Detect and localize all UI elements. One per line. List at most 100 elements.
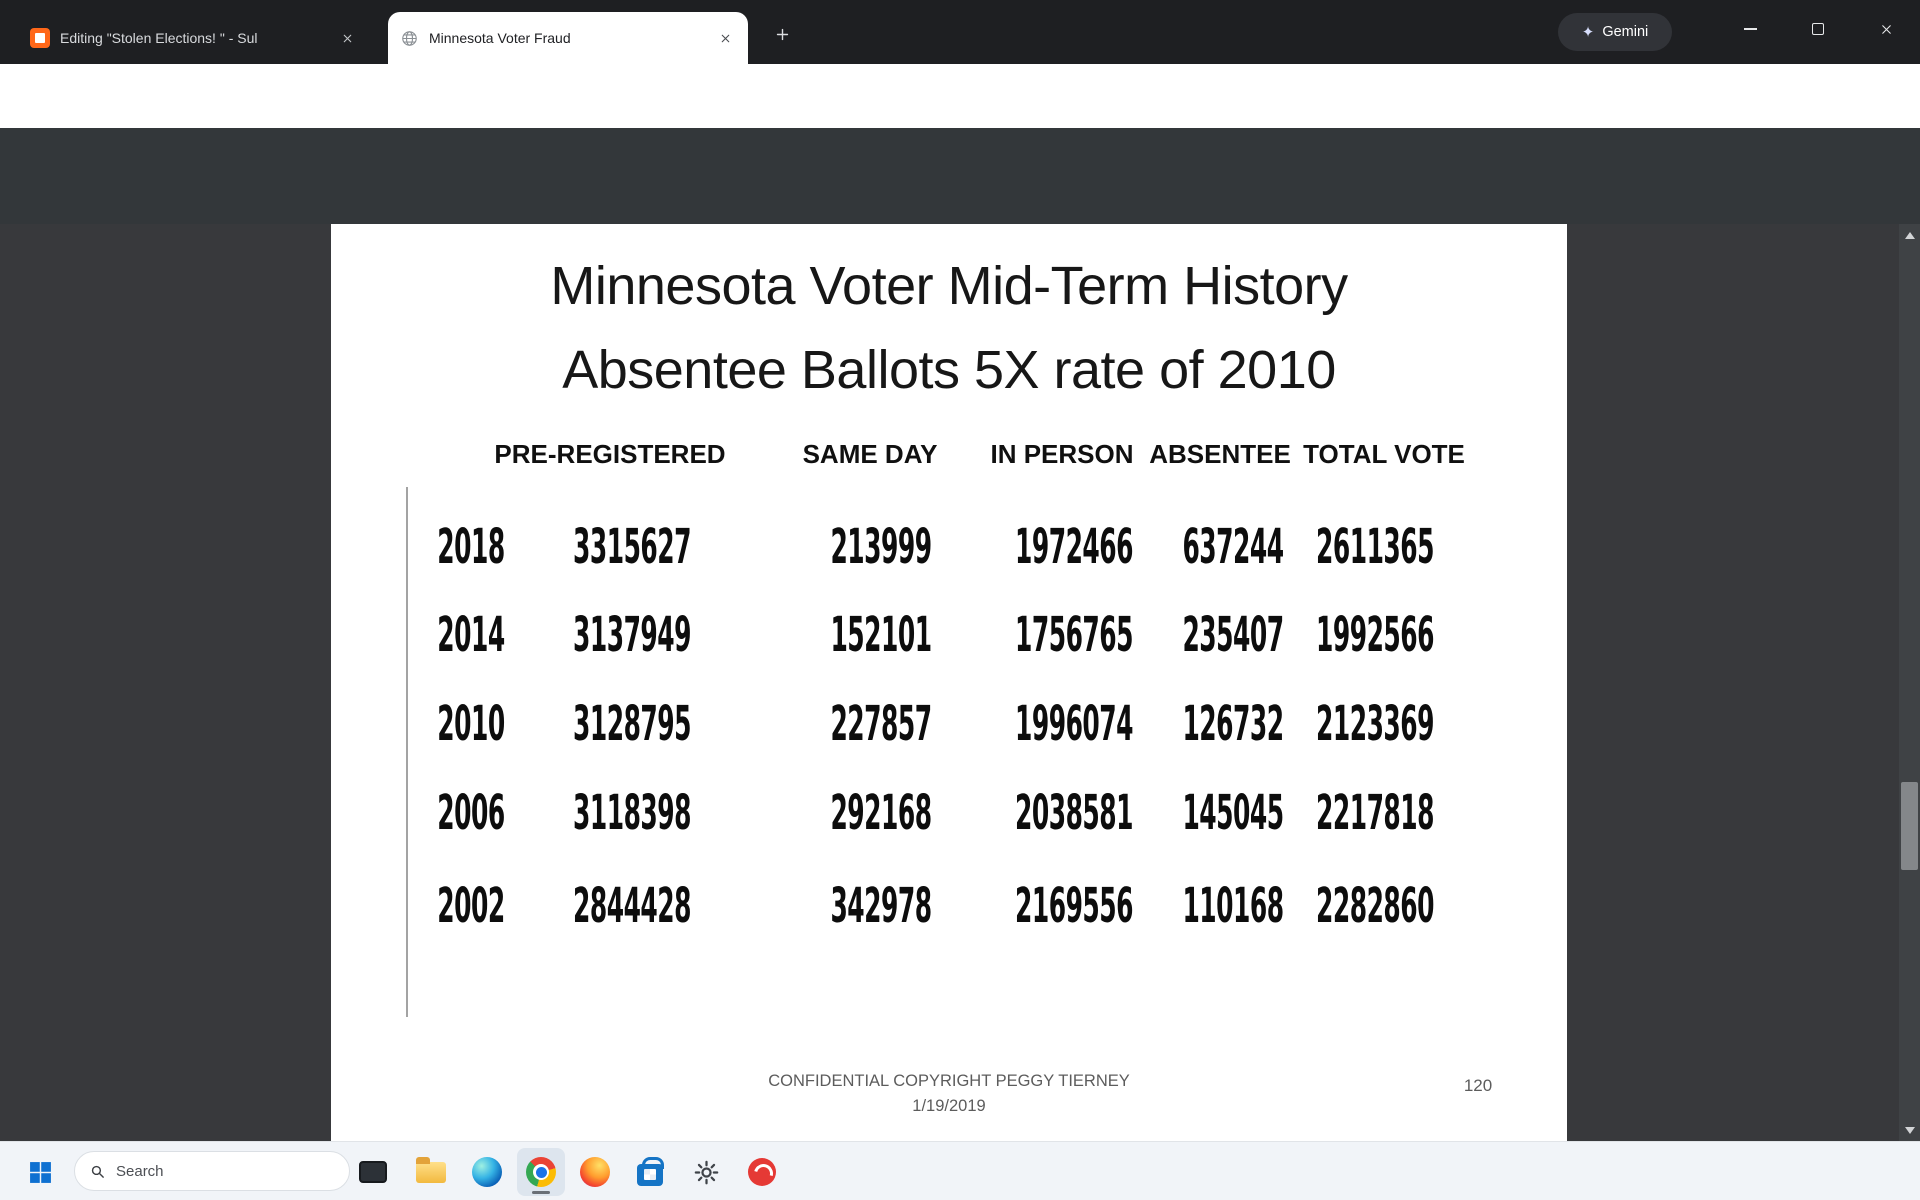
scrollbar[interactable] [1899,224,1920,1141]
column-header: ABSENTEE [1149,439,1291,469]
taskbar-app-firefox[interactable] [571,1148,619,1196]
value-cell: 1756765 [1015,607,1133,663]
scroll-down-button[interactable] [1899,1119,1920,1141]
value-cell: 2123369 [1316,696,1434,752]
tab-title: Minnesota Voter Fraud [429,30,571,46]
value-cell: 1972466 [1015,519,1133,575]
scrollbar-thumb[interactable] [1901,782,1918,870]
year-cell: 2002 [437,878,505,934]
maximize-icon [1812,23,1824,35]
close-icon [1881,24,1891,34]
firefox-icon [580,1157,610,1187]
window-close-button[interactable] [1852,0,1920,58]
value-cell: 2169556 [1015,878,1133,934]
value-cell: 2844428 [573,878,691,934]
window-maximize-button[interactable] [1784,0,1852,58]
value-cell: 145045 [1182,785,1284,841]
plus-icon [776,28,788,40]
tab-close-button[interactable] [336,27,358,49]
window-minimize-button[interactable] [1716,0,1784,58]
close-icon [343,34,351,42]
value-cell: 213999 [830,519,932,575]
new-tab-button[interactable] [768,20,796,48]
column-header: TOTAL VOTE [1303,439,1465,469]
windows-logo-icon [29,1161,51,1183]
minimize-icon [1743,28,1757,30]
close-icon [721,34,729,42]
table-left-rule [406,487,408,1017]
value-cell: 342978 [830,878,932,934]
footer-date: 1/19/2019 [912,1097,986,1115]
column-header: SAME DAY [802,439,938,469]
scroll-up-button[interactable] [1899,224,1920,246]
gemini-label: Gemini [1602,24,1649,40]
value-cell: 2217818 [1316,785,1434,841]
value-cell: 227857 [830,696,932,752]
document-title-line1: Minnesota Voter Mid-Term History [550,256,1348,316]
value-cell: 3315627 [573,519,691,575]
value-cell: 1992566 [1316,607,1434,663]
year-cell: 2006 [437,785,505,841]
edge-icon [472,1157,502,1187]
column-header: PRE-REGISTERED [494,439,726,469]
table-row: 2018 3315627 213999 1972466 637244 26113… [331,517,1567,577]
value-cell: 292168 [830,785,932,841]
taskbar-app-store[interactable] [626,1148,674,1196]
value-cell: 3118398 [573,785,691,841]
value-cell: 152101 [830,607,932,663]
year-cell: 2014 [437,607,505,663]
document-title-line2: Absentee Ballots 5X rate of 2010 [562,340,1336,400]
value-cell: 637244 [1182,519,1284,575]
substack-favicon [30,28,50,48]
red-app-icon [748,1158,776,1186]
footer-copyright: CONFIDENTIAL COPYRIGHT PEGGY TIERNEY [768,1072,1130,1090]
value-cell: 110168 [1182,878,1284,934]
tab-close-button[interactable] [714,27,736,49]
tab-stolen-elections[interactable]: Editing "Stolen Elections! " - Sul [18,12,370,64]
year-cell: 2010 [437,696,505,752]
taskbar-app-settings[interactable] [682,1148,730,1196]
start-button[interactable] [16,1148,64,1196]
globe-favicon [402,30,417,46]
sparkle-icon: ✦ [1581,24,1595,41]
tab-minnesota-voter-fraud[interactable]: Minnesota Voter Fraud [388,12,748,64]
tab-title: Editing "Stolen Elections! " - Sul [60,30,258,46]
search-icon [91,1165,104,1178]
value-cell: 2038581 [1015,785,1133,841]
table-row: 2010 3128795 227857 1996074 126732 21233… [331,694,1567,754]
value-cell: 2611365 [1316,519,1434,575]
value-cell: 2282860 [1316,878,1434,934]
folder-icon [416,1156,446,1183]
chrome-icon [526,1157,556,1187]
pdf-page: Minnesota Voter Mid-Term History Absente… [331,224,1567,1141]
table-row: 2006 3118398 292168 2038581 145045 22178… [331,783,1567,843]
triangle-down-icon [1904,1126,1915,1134]
value-cell: 1996074 [1015,696,1133,752]
taskbar-app-dark-window[interactable] [349,1148,397,1196]
table-row: 2002 2844428 342978 2169556 110168 22828… [331,876,1567,936]
taskbar-app-chrome[interactable] [517,1148,565,1196]
taskbar: Search 7°F Mostly clear 3:48 PM 1/2/2026 [0,1141,1920,1200]
triangle-up-icon [1904,231,1915,239]
pdf-toolbar: Minnesota Voter Fraud 118 / 182 82% [0,128,1920,323]
year-cell: 2018 [437,519,505,575]
value-cell: 3128795 [573,696,691,752]
value-cell: 3137949 [573,607,691,663]
taskbar-search-box[interactable]: Search [74,1151,350,1191]
taskbar-app-edge[interactable] [463,1148,511,1196]
pdf-viewport: Minnesota Voter Mid-Term History Absente… [0,224,1920,1141]
value-cell: 235407 [1182,607,1284,663]
taskbar-app-file-explorer[interactable] [407,1148,455,1196]
gear-icon [694,1160,718,1184]
table-row: 2014 3137949 152101 1756765 235407 19925… [331,605,1567,665]
address-bar: File C:/Users/User/Downloads/VoterFraudS… [0,64,1920,184]
store-icon [637,1156,664,1186]
gemini-button[interactable]: ✦ Gemini [1558,13,1672,51]
column-header: IN PERSON [990,439,1134,469]
document-page-number: 120 [1463,1076,1493,1095]
taskbar-app-red[interactable] [738,1148,786,1196]
search-placeholder: Search [116,1162,164,1180]
value-cell: 126732 [1182,696,1284,752]
active-app-indicator [532,1191,550,1194]
window-app-icon [359,1161,387,1183]
